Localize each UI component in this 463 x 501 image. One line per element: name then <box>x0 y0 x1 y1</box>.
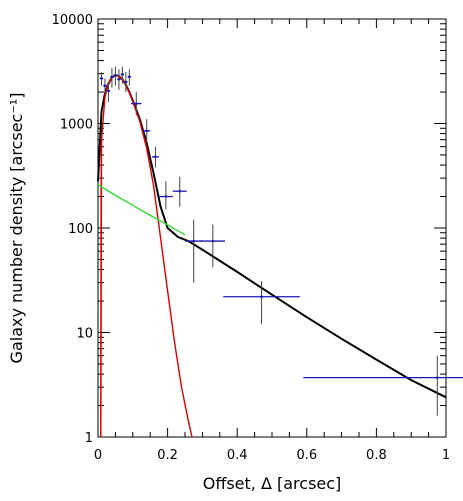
curves-layer <box>97 74 447 438</box>
x-tick-label: 0.4 <box>227 448 248 463</box>
y-tick-label: 1 <box>85 431 93 446</box>
data-point <box>117 77 121 81</box>
x-tick-label: 0.6 <box>296 448 317 463</box>
data-point <box>121 73 124 76</box>
data-point <box>110 75 114 79</box>
data-point <box>260 295 263 299</box>
plot-frame <box>97 18 447 438</box>
data-point <box>192 239 195 243</box>
data-point <box>436 376 439 379</box>
model-curve-3 <box>97 184 186 236</box>
data-point <box>103 84 107 87</box>
data-point <box>178 189 182 193</box>
data-point <box>107 89 110 93</box>
model-curve-2 <box>100 139 103 438</box>
data-point <box>124 80 128 84</box>
ticks-layer <box>97 18 447 438</box>
y-tick-label: 10000 <box>52 13 93 28</box>
data-point <box>100 77 103 80</box>
y-tick-label: 10 <box>76 327 93 342</box>
data-point <box>164 195 168 198</box>
x-tick-label: 0.2 <box>157 448 178 463</box>
y-tick-label: 100 <box>68 222 93 237</box>
y-tick-label: 1000 <box>60 118 93 133</box>
data-point <box>134 102 138 105</box>
x-tick-label: 1 <box>442 448 450 463</box>
model-curve-0 <box>97 74 447 399</box>
data-point <box>128 75 131 79</box>
x-axis-label: Offset, Δ [arcsec] <box>203 474 342 493</box>
points-layer <box>99 66 463 416</box>
data-point <box>211 239 215 243</box>
x-tick-label: 0 <box>94 448 102 463</box>
data-point <box>114 73 117 77</box>
data-point <box>145 129 149 133</box>
data-point <box>154 155 157 159</box>
x-tick-label: 0.8 <box>366 448 387 463</box>
labels-layer: 0 0.2 0.4 0.6 0.8 1 1 10 100 1000 10000 <box>52 13 451 463</box>
model-curve-1 <box>100 74 193 438</box>
y-axis-label: Galaxy number density [arcsec⁻¹] <box>7 93 26 364</box>
